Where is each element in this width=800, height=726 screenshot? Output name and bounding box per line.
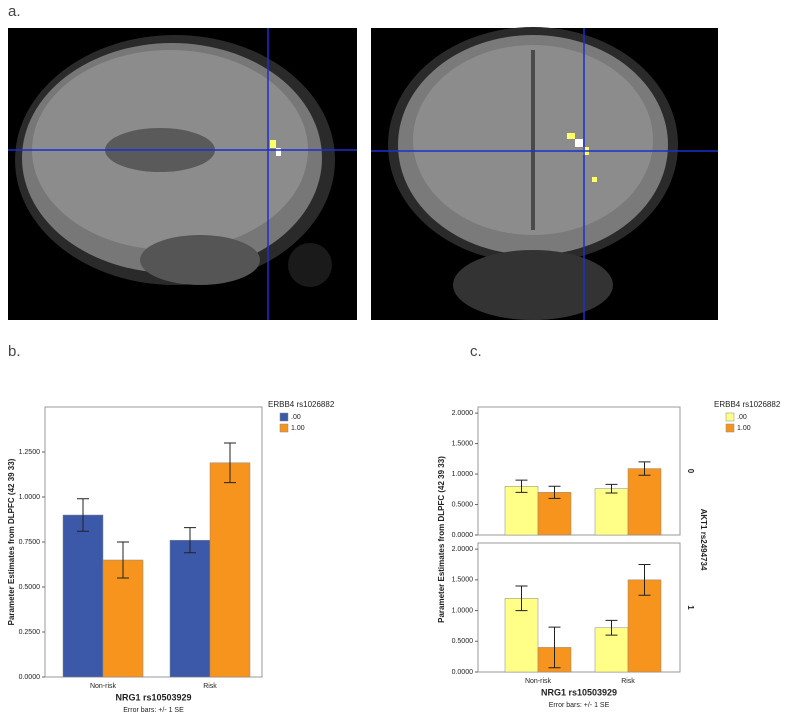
y-tick-label: 1.5000	[452, 577, 474, 584]
mri-coronal	[371, 27, 718, 320]
legend-swatch	[279, 412, 289, 422]
bar	[537, 492, 572, 536]
y-tick-label: 0.5000	[19, 584, 41, 591]
y-tick-label: 1.2500	[19, 449, 41, 456]
y-tick-label: 1.0000	[452, 607, 474, 614]
error-bar	[515, 585, 528, 612]
bar	[62, 514, 104, 678]
legend-title: ERBB4 rs1026882	[268, 400, 335, 409]
legend-swatch	[725, 423, 735, 433]
bar	[209, 462, 251, 678]
legend-label: .00	[291, 414, 301, 421]
panel-label: c.	[470, 343, 482, 360]
y-axis-title: Parameter Estimates from DLPFC (42 39 33…	[437, 456, 446, 623]
error-bar	[638, 564, 651, 596]
panel-label: a.	[8, 3, 21, 20]
error-bar	[548, 626, 561, 669]
legend-label: 1.00	[737, 425, 751, 432]
y-tick-label: 1.5000	[452, 440, 474, 447]
error-bar	[605, 483, 618, 494]
error-bar	[77, 498, 89, 532]
error-bar	[184, 527, 196, 554]
legend-title: ERBB4 rs1026882	[714, 400, 781, 409]
y-axis-title: Parameter Estimates from DLPFC (42 39 33…	[7, 458, 16, 625]
x-tick-label: Non-risk	[90, 683, 117, 690]
x-tick-label: Non-risk	[525, 678, 552, 685]
y-tick-label: 0.0000	[19, 674, 41, 681]
error-bar	[224, 442, 236, 484]
bar	[504, 485, 539, 536]
y-tick-label: 0.7500	[19, 539, 41, 546]
error-bar	[638, 461, 651, 476]
facet-label: 1	[686, 605, 695, 610]
x-tick-label: Risk	[203, 683, 217, 690]
x-axis-title: NRG1 rs10503929	[115, 692, 191, 702]
y-tick-label: 1.0000	[19, 494, 41, 501]
bar	[627, 468, 662, 536]
y-tick-label: 0.0000	[452, 532, 474, 539]
y-tick-label: 0.5000	[452, 501, 474, 508]
y-tick-label: 1.0000	[452, 471, 474, 478]
y-tick-label: 0.0000	[452, 669, 474, 676]
panel-label: b.	[8, 343, 21, 360]
bar	[169, 539, 211, 678]
mri-sagittal	[8, 28, 357, 320]
y-tick-label: 0.2500	[19, 629, 41, 636]
error-bar	[548, 485, 561, 499]
error-bar	[117, 541, 129, 579]
facet-label: 0	[686, 469, 695, 474]
y-tick-label: 2.0000	[452, 410, 474, 417]
bar	[102, 559, 144, 678]
error-bar	[605, 619, 618, 636]
error-bar	[515, 479, 528, 493]
x-tick-label: Risk	[621, 678, 635, 685]
legend-label: 1.00	[291, 425, 305, 432]
bar	[594, 488, 629, 536]
y-tick-label: 2.0000	[452, 546, 474, 553]
facet-title: AKT1 rs2494734	[699, 509, 708, 571]
legend-swatch	[725, 412, 735, 422]
legend-swatch	[279, 423, 289, 433]
legend-label: .00	[737, 414, 747, 421]
x-axis-title: NRG1 rs10503929	[541, 687, 617, 697]
note: Error bars: +/- 1 SE	[549, 702, 610, 709]
note: Error bars: +/- 1 SE	[123, 707, 184, 714]
y-tick-label: 0.5000	[452, 638, 474, 645]
